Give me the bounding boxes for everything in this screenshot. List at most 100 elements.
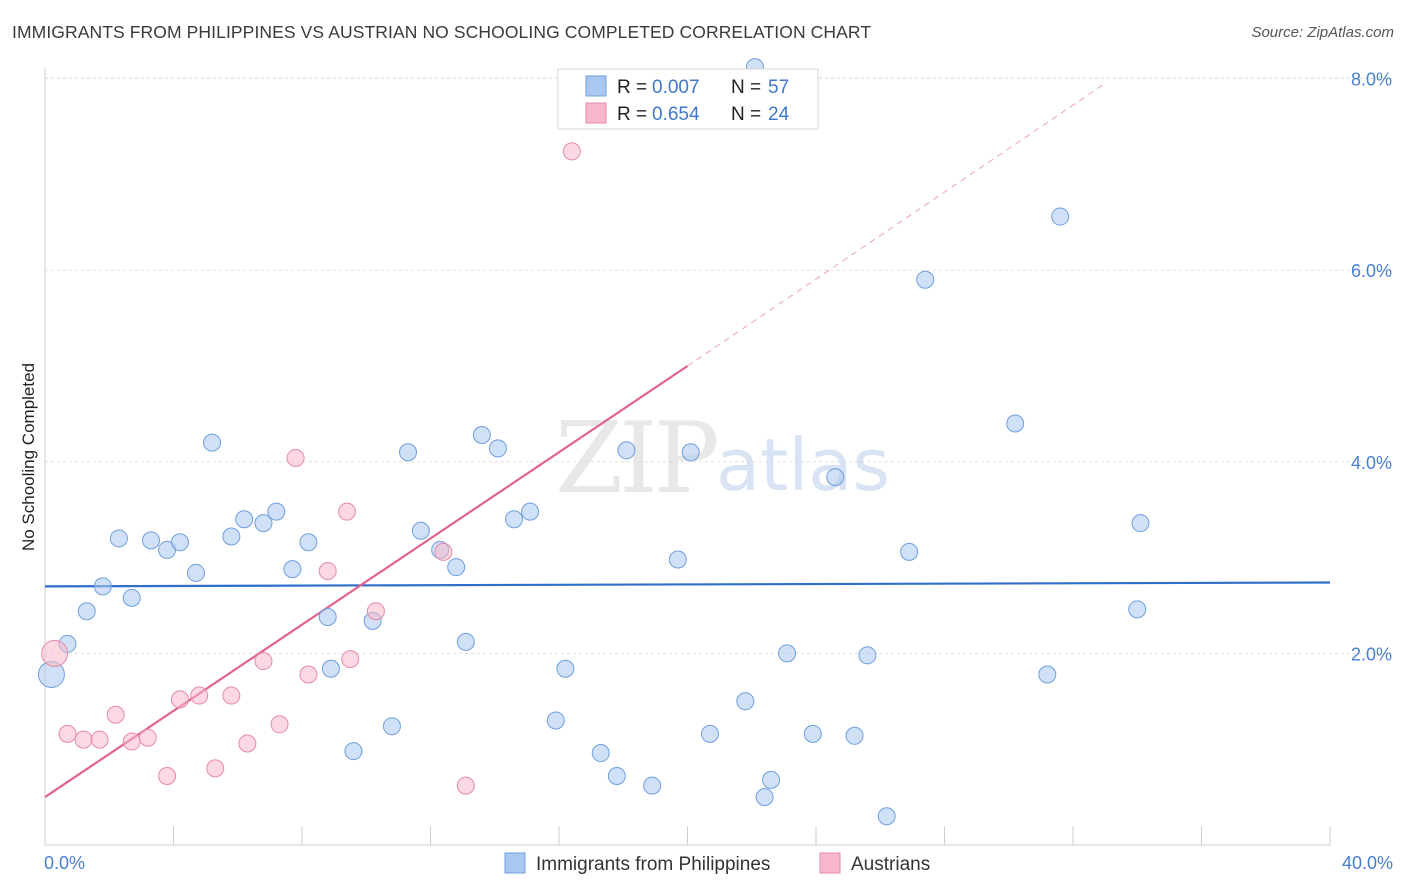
point-philippines <box>1131 514 1150 533</box>
point-philippines <box>299 533 318 552</box>
bottom-legend-swatch-austrians <box>819 852 841 874</box>
watermark: ZIP atlas <box>555 402 890 516</box>
point-philippines <box>916 270 935 289</box>
legend-n-label-1: N = <box>731 77 761 98</box>
y-axis-label: No Schooling Completed <box>19 363 38 551</box>
legend-r-label-2: R = <box>617 104 647 125</box>
y-tick-label: 6.0% <box>1351 261 1392 281</box>
point-austrians <box>270 715 289 734</box>
bottom-legend-swatch-philippines <box>504 852 526 874</box>
legend-n-value-2: 24 <box>768 104 790 125</box>
point-philippines <box>447 558 466 577</box>
point-philippines <box>456 632 475 651</box>
point-philippines <box>254 514 273 533</box>
legend-r-value-1: 0.007 <box>652 77 700 98</box>
point-philippines <box>267 502 286 521</box>
point-austrians <box>286 448 305 467</box>
point-austrians <box>254 652 273 671</box>
point-philippines <box>845 726 864 745</box>
point-philippines <box>668 550 687 569</box>
point-austrians <box>170 690 189 709</box>
trend-line-extension <box>687 82 1106 367</box>
legend-r-value-2: 0.654 <box>652 104 700 125</box>
x-tick-label: 0.0% <box>44 853 85 873</box>
point-philippines <box>318 607 337 626</box>
point-philippines <box>505 510 524 529</box>
point-philippines <box>1128 600 1147 619</box>
point-philippines <box>109 529 128 548</box>
y-tick-label: 2.0% <box>1351 644 1392 664</box>
correlation-legend: R = 0.007 N = 57 R = 0.654 N = 24 <box>557 68 819 130</box>
point-philippines <box>321 659 340 678</box>
point-philippines <box>736 692 755 711</box>
x-tick-label: 40.0% <box>1342 853 1393 873</box>
point-philippines <box>607 767 626 786</box>
axes <box>44 68 1331 846</box>
point-philippines <box>681 443 700 462</box>
point-austrians <box>318 562 337 581</box>
point-philippines <box>222 527 241 546</box>
point-philippines <box>900 542 919 561</box>
point-austrians <box>562 142 581 161</box>
legend-swatch-austrians <box>585 102 607 124</box>
point-austrians <box>456 776 475 795</box>
point-austrians <box>222 686 241 705</box>
point-austrians <box>41 639 69 667</box>
point-philippines <box>877 807 896 826</box>
point-philippines <box>591 744 610 763</box>
point-philippines <box>235 510 254 529</box>
point-philippines <box>186 563 205 582</box>
bottom-legend-label-austrians: Austrians <box>851 854 930 875</box>
point-philippines <box>755 788 774 807</box>
point-philippines <box>762 770 781 789</box>
point-austrians <box>90 730 109 749</box>
point-philippines <box>411 521 430 540</box>
point-philippines <box>122 588 141 607</box>
point-philippines <box>203 433 222 452</box>
point-austrians <box>299 665 318 684</box>
y-tick-label: 4.0% <box>1351 453 1392 473</box>
data-points <box>37 58 1150 826</box>
point-philippines <box>93 577 112 596</box>
series-legend: Immigrants from Philippines Austrians <box>504 852 930 875</box>
point-austrians <box>238 734 257 753</box>
x-tick-labels: 0.0% 40.0% <box>44 853 1393 873</box>
point-philippines <box>77 602 96 621</box>
point-philippines <box>826 468 845 487</box>
point-philippines <box>546 711 565 730</box>
point-philippines <box>521 502 540 521</box>
chart-title: IMMIGRANTS FROM PHILIPPINES VS AUSTRIAN … <box>12 22 872 42</box>
point-philippines <box>472 425 491 444</box>
legend-n-value-1: 57 <box>768 77 789 98</box>
point-philippines <box>399 443 418 462</box>
legend-swatch-philippines <box>585 75 607 97</box>
point-austrians <box>74 730 93 749</box>
point-austrians <box>366 602 385 621</box>
trend-line-philippines <box>44 581 1331 588</box>
y-tick-label: 8.0% <box>1351 70 1392 90</box>
trend-lines <box>44 82 1331 799</box>
point-philippines <box>643 776 662 795</box>
point-philippines <box>283 560 302 579</box>
point-austrians <box>158 767 177 786</box>
point-philippines <box>1051 207 1070 226</box>
bottom-legend-label-philippines: Immigrants from Philippines <box>536 854 770 875</box>
point-philippines <box>700 724 719 743</box>
point-austrians <box>58 724 77 743</box>
point-philippines <box>170 533 189 552</box>
point-austrians <box>434 542 453 561</box>
point-austrians <box>190 686 209 705</box>
point-austrians <box>106 705 125 724</box>
point-philippines <box>1006 414 1025 433</box>
point-philippines <box>382 717 401 736</box>
trend-line-austrians <box>44 365 689 799</box>
gridlines <box>45 77 1392 654</box>
point-austrians <box>341 650 360 669</box>
legend-r-label-1: R = <box>617 77 647 98</box>
point-austrians <box>337 502 356 521</box>
point-austrians <box>138 728 157 747</box>
point-austrians <box>206 759 225 778</box>
watermark-atlas: atlas <box>716 423 890 507</box>
point-austrians <box>122 732 141 751</box>
